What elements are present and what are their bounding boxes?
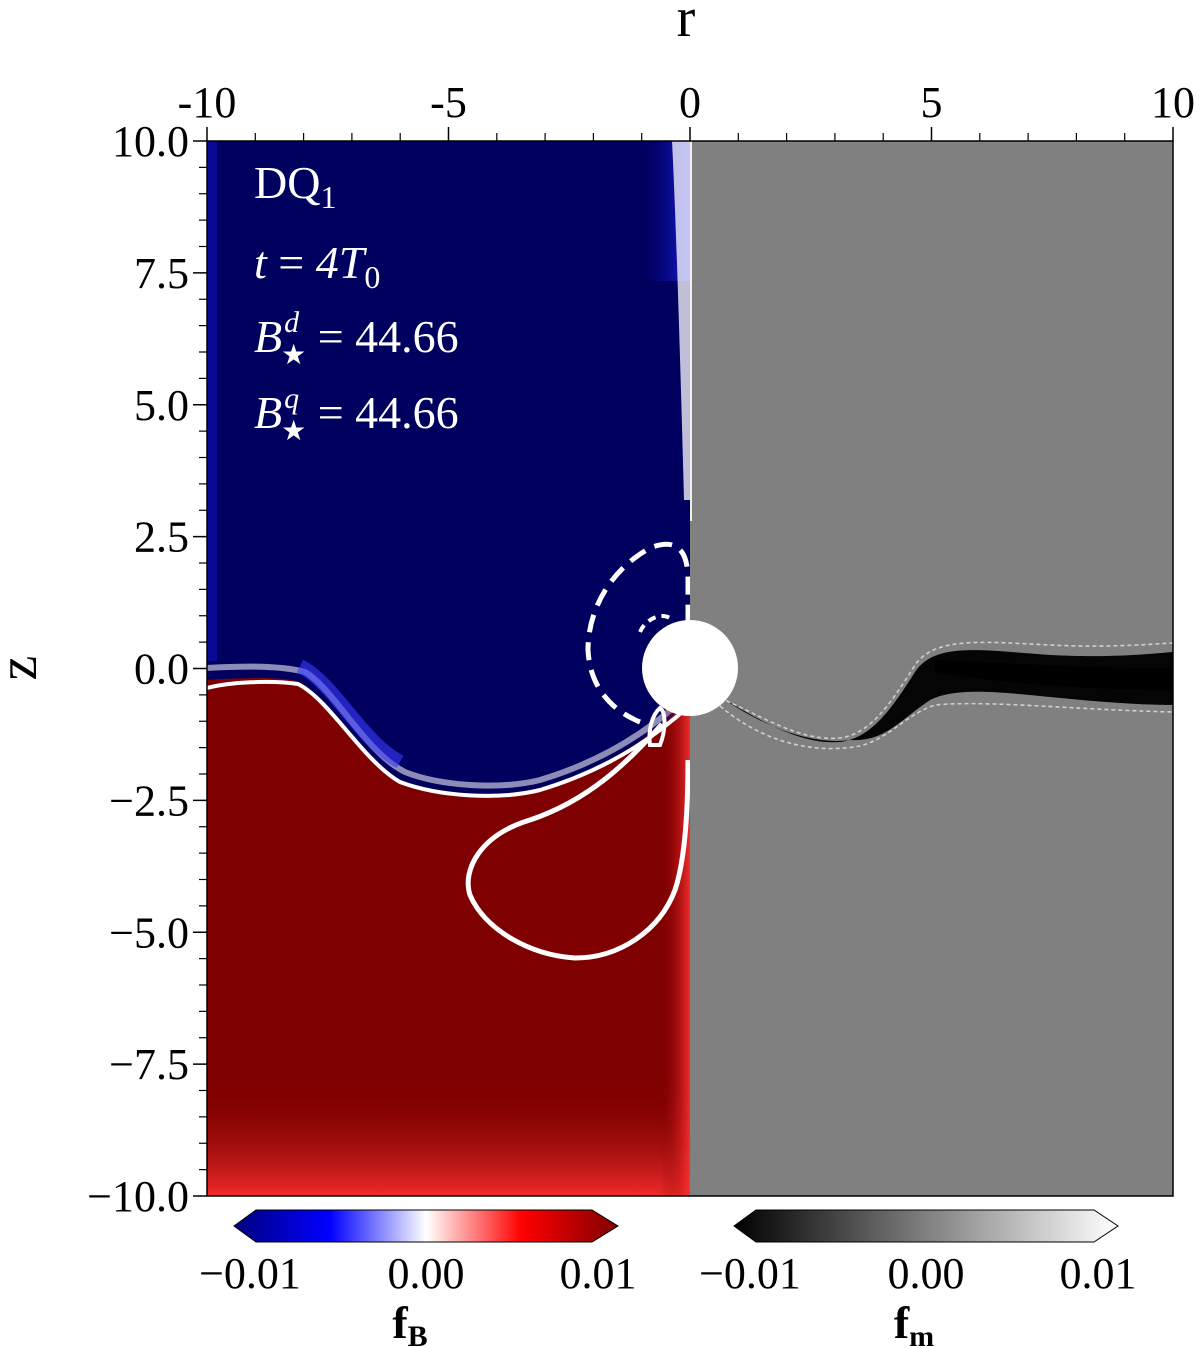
y-axis-ticks: 10.0 7.5 5.0 2.5 0.0 −2.5 −5.0 −7.5 −10.0 (87, 117, 207, 1221)
fB-contour-solid-boundary (207, 679, 690, 798)
y-tick-label: −7.5 (109, 1040, 189, 1089)
colorbar-fm-tick-mid: 0.00 (888, 1249, 965, 1298)
fB-contour-small-dashed (638, 613, 672, 633)
y-tick-label: −5.0 (109, 908, 189, 957)
y-tick-label: −2.5 (109, 776, 189, 825)
x-tick-label: -5 (430, 78, 467, 127)
fB-boundary-fringe (207, 663, 690, 789)
colorbar-fm-title: fm (894, 1297, 934, 1348)
panel-label: DQ1 (254, 157, 336, 215)
colorbar-fB-tick-min: −0.01 (199, 1249, 301, 1298)
x-tick-label: -10 (178, 78, 237, 127)
left-panel-fB (207, 141, 690, 1196)
bd-annotation: Bd ★ = 44.66 (254, 306, 459, 371)
fB-bottom-edge (207, 1080, 690, 1196)
y-tick-label: 5.0 (134, 381, 189, 430)
fm-stream-inner (935, 660, 1173, 690)
bq-annotation: Bq ★ = 44.66 (254, 382, 459, 447)
x-axis-ticks: -10 -5 0 5 10 (178, 78, 1195, 141)
fB-boundary-fringe-blue (296, 659, 404, 769)
fm-contour-dotted-lower (719, 702, 1173, 750)
colorbar-fB-tick-max: 0.01 (560, 1249, 637, 1298)
fB-top-right-white (672, 141, 690, 500)
x-tick-label: 5 (921, 78, 943, 127)
y-tick-label: 7.5 (134, 249, 189, 298)
fB-left-edge (207, 141, 217, 661)
star-disc (642, 620, 738, 716)
fB-positive-region (207, 678, 690, 1196)
colorbar-fm-tick-min: −0.01 (699, 1249, 801, 1298)
y-tick-label: 0.0 (134, 645, 189, 694)
fm-axis-line (690, 141, 692, 521)
y-tick-label: 10.0 (112, 117, 189, 166)
time-annotation: t = 4T0 (254, 237, 380, 295)
colorbar-fB-bar (233, 1209, 619, 1243)
x-tick-label: 0 (679, 78, 701, 127)
colorbar-fB: −0.01 0.00 0.01 fB (199, 1209, 637, 1348)
colorbar-fB-tick-mid: 0.00 (388, 1249, 465, 1298)
y-axis-title: z (0, 656, 49, 681)
y-tick-label: −10.0 (87, 1172, 189, 1221)
x-tick-label: 10 (1151, 78, 1195, 127)
fB-contour-solid-lobe (465, 722, 690, 961)
colorbar-fm: −0.01 0.00 0.01 fm (699, 1209, 1137, 1348)
colorbar-fB-title: fB (392, 1297, 427, 1348)
right-panel-fm (690, 141, 1173, 1196)
fB-right-edge (660, 700, 690, 1196)
x-axis-title: r (677, 0, 696, 49)
colorbar-fm-tick-max: 0.01 (1060, 1249, 1137, 1298)
fB-contour-small (647, 705, 667, 747)
y-tick-label: 2.5 (134, 513, 189, 562)
colorbar-fm-bar (733, 1209, 1119, 1243)
fB-contour-dashed-loop (585, 541, 690, 725)
